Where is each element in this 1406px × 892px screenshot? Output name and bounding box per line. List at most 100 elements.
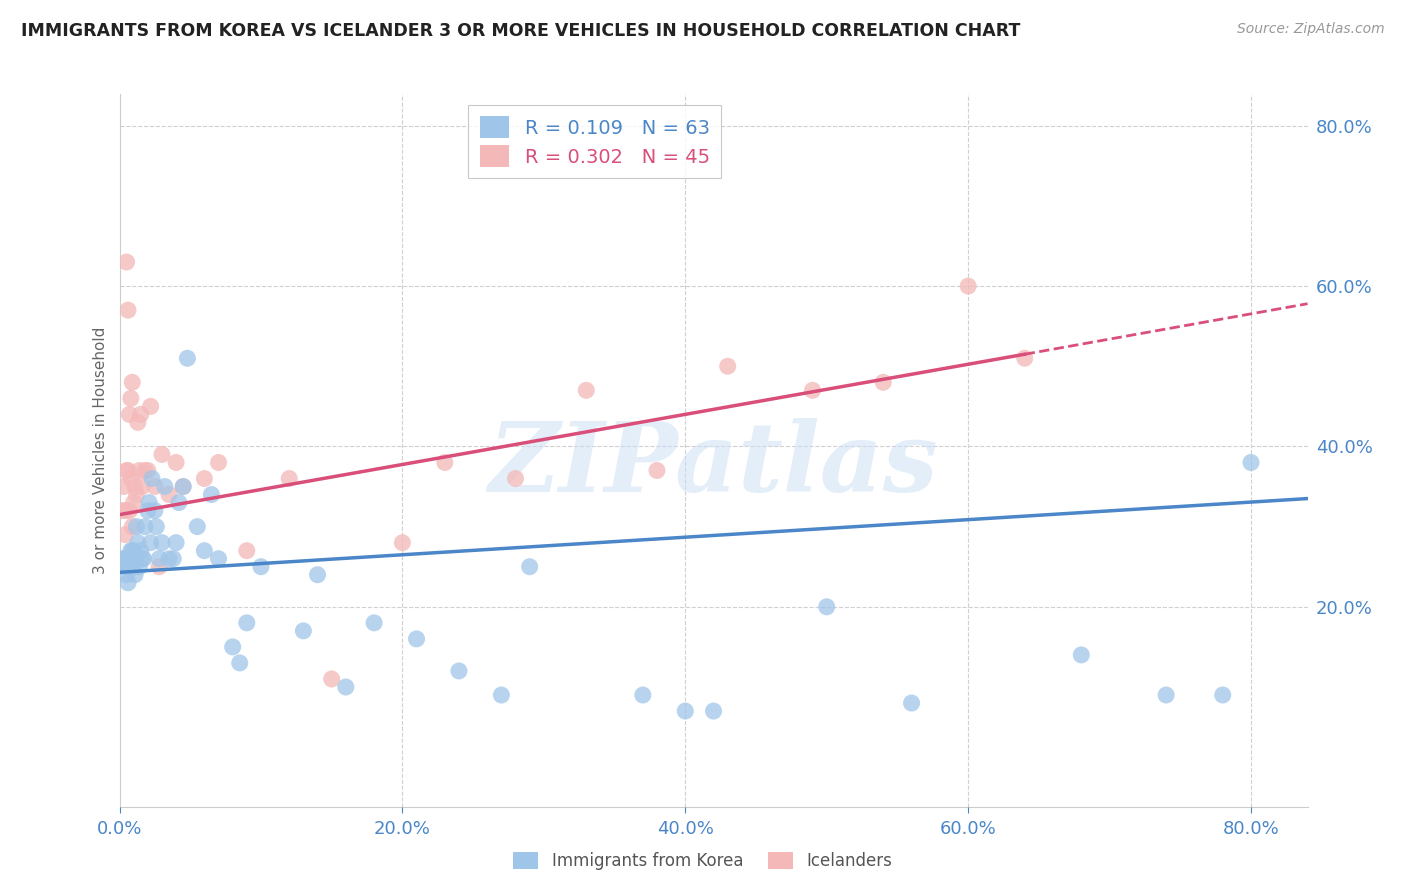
- Point: [134, 519, 156, 533]
- Point: [139, 535, 162, 549]
- Point: [121, 551, 143, 566]
- Point: [702, 704, 725, 718]
- Point: [121, 519, 143, 533]
- Point: [136, 463, 159, 477]
- Point: [872, 376, 894, 390]
- Point: [117, 463, 139, 477]
- Point: [131, 551, 153, 566]
- Point: [128, 559, 150, 574]
- Point: [1154, 688, 1177, 702]
- Point: [157, 487, 180, 501]
- Point: [1070, 648, 1092, 662]
- Point: [447, 664, 470, 678]
- Point: [118, 559, 141, 574]
- Point: [120, 392, 142, 406]
- Point: [391, 535, 413, 549]
- Point: [122, 559, 145, 574]
- Point: [114, 503, 136, 517]
- Point: [148, 559, 170, 574]
- Point: [1212, 688, 1234, 702]
- Point: [121, 376, 143, 390]
- Point: [335, 680, 357, 694]
- Point: [129, 408, 152, 422]
- Point: [112, 479, 135, 493]
- Point: [172, 479, 194, 493]
- Point: [207, 455, 229, 469]
- Point: [236, 615, 259, 630]
- Point: [172, 479, 194, 493]
- Point: [491, 688, 513, 702]
- Point: [193, 543, 215, 558]
- Point: [115, 559, 138, 574]
- Point: [120, 559, 142, 574]
- Point: [134, 463, 156, 477]
- Point: [405, 632, 427, 646]
- Point: [124, 479, 146, 493]
- Point: [120, 471, 142, 485]
- Point: [131, 479, 153, 493]
- Point: [150, 447, 173, 461]
- Point: [114, 527, 136, 541]
- Legend: Immigrants from Korea, Icelanders: Immigrants from Korea, Icelanders: [506, 845, 900, 877]
- Point: [115, 463, 138, 477]
- Point: [292, 624, 315, 638]
- Point: [122, 495, 145, 509]
- Point: [143, 503, 166, 517]
- Point: [165, 455, 187, 469]
- Point: [121, 543, 143, 558]
- Text: ZIPatlas: ZIPatlas: [489, 417, 938, 512]
- Text: IMMIGRANTS FROM KOREA VS ICELANDER 3 OR MORE VEHICLES IN HOUSEHOLD CORRELATION C: IMMIGRANTS FROM KOREA VS ICELANDER 3 OR …: [21, 22, 1021, 40]
- Point: [1240, 455, 1263, 469]
- Point: [128, 463, 150, 477]
- Point: [127, 416, 149, 430]
- Point: [519, 559, 541, 574]
- Point: [120, 543, 142, 558]
- Point: [112, 559, 135, 574]
- Point: [132, 551, 155, 566]
- Point: [114, 551, 136, 566]
- Point: [200, 487, 222, 501]
- Point: [167, 495, 190, 509]
- Point: [150, 535, 173, 549]
- Point: [157, 551, 180, 566]
- Point: [125, 487, 148, 501]
- Point: [645, 463, 668, 477]
- Point: [129, 543, 152, 558]
- Point: [433, 455, 456, 469]
- Point: [115, 255, 138, 269]
- Point: [115, 567, 138, 582]
- Point: [221, 640, 243, 654]
- Point: [900, 696, 922, 710]
- Point: [153, 479, 176, 493]
- Point: [1014, 351, 1036, 366]
- Point: [141, 471, 163, 485]
- Legend: R = 0.109   N = 63, R = 0.302   N = 45: R = 0.109 N = 63, R = 0.302 N = 45: [468, 104, 721, 178]
- Point: [278, 471, 301, 485]
- Point: [118, 408, 141, 422]
- Point: [165, 535, 187, 549]
- Point: [118, 551, 141, 566]
- Point: [124, 567, 146, 582]
- Point: [176, 351, 198, 366]
- Point: [321, 672, 343, 686]
- Point: [143, 479, 166, 493]
- Point: [363, 615, 385, 630]
- Point: [117, 575, 139, 590]
- Point: [118, 503, 141, 517]
- Point: [139, 400, 162, 414]
- Point: [505, 471, 527, 485]
- Point: [207, 551, 229, 566]
- Point: [125, 519, 148, 533]
- Point: [957, 279, 980, 293]
- Point: [127, 535, 149, 549]
- Point: [250, 559, 273, 574]
- Point: [717, 359, 740, 374]
- Point: [117, 559, 139, 574]
- Point: [148, 551, 170, 566]
- Point: [801, 384, 824, 398]
- Point: [117, 303, 139, 318]
- Point: [138, 495, 160, 509]
- Y-axis label: 3 or more Vehicles in Household: 3 or more Vehicles in Household: [93, 326, 108, 574]
- Point: [631, 688, 654, 702]
- Point: [307, 567, 329, 582]
